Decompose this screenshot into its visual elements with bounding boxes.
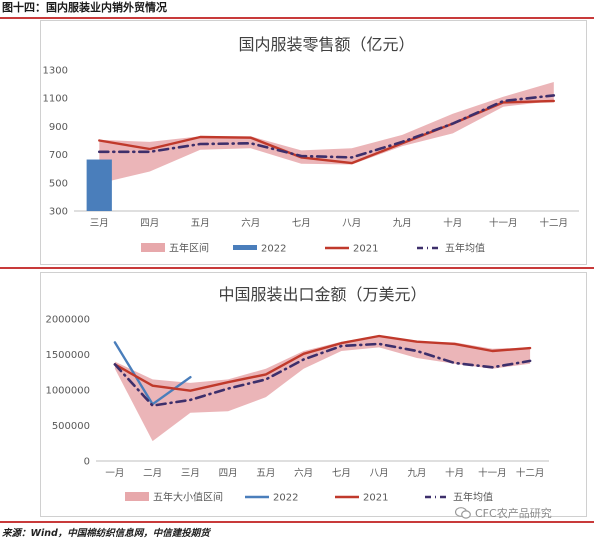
export-chart-panel: 中国服装出口金额（万美元） 0 500000 1000000 1500000 200000… xyxy=(40,272,587,517)
x-tick-label: 九月 xyxy=(407,467,426,479)
x-tick-label: 三月 xyxy=(181,468,200,479)
legend-label: 2021 xyxy=(363,493,388,504)
legend-label: 五年均值 xyxy=(453,491,493,504)
export-chart: 中国服装出口金额（万美元） 0 500000 1000000 1500000 200000… xyxy=(45,285,549,504)
x-tick-label: 六月 xyxy=(294,467,313,479)
x-tick-label: 七月 xyxy=(332,468,351,479)
x-tick-label: 五月 xyxy=(256,468,275,479)
legend-label: 五年区间 xyxy=(169,242,209,255)
x-tick-label: 十月 xyxy=(443,217,462,229)
y-tick-label: 1300 xyxy=(43,66,68,77)
y-tick-label: 1100 xyxy=(43,94,68,105)
retail-chart-panel: 国内服装零售额（亿元） 300 500 700 900 1100 1300 三月 四月 五月 六月 七… xyxy=(40,20,587,265)
legend-swatch-bar xyxy=(233,245,257,250)
x-tick-label: 十二月 xyxy=(539,217,568,229)
top-rule xyxy=(0,17,594,19)
x-tick-label: 二月 xyxy=(143,468,162,479)
middle-rule xyxy=(0,267,594,269)
band-area xyxy=(99,82,554,184)
x-tick-label: 三月 xyxy=(90,218,109,229)
chart-title: 中国服装出口金额（万美元） xyxy=(218,285,426,304)
figure-title: 图十四：国内服装业内销外贸情况 xyxy=(2,1,167,14)
x-tick-label: 四月 xyxy=(140,218,159,229)
y-tick-label: 1500000 xyxy=(45,350,90,361)
legend-label: 2022 xyxy=(261,244,286,255)
y-tick-label: 0 xyxy=(84,457,90,468)
y-tick-label: 500 xyxy=(49,178,68,189)
wechat-icon xyxy=(455,507,471,519)
watermark: CFC农产品研究 xyxy=(455,505,552,521)
x-tick-label: 八月 xyxy=(342,218,361,229)
x-tick-label: 五月 xyxy=(191,218,210,229)
y-tick-label: 900 xyxy=(49,122,68,133)
x-tick-label: 十一月 xyxy=(478,467,507,479)
series-line-avg xyxy=(113,342,532,407)
x-tick-label: 九月 xyxy=(393,217,412,229)
y-tick-label: 500000 xyxy=(52,421,90,432)
x-tick-label: 七月 xyxy=(292,218,311,229)
y-tick-label: 300 xyxy=(49,207,68,218)
x-tick-label: 四月 xyxy=(219,468,238,479)
x-tick-label: 十一月 xyxy=(489,217,518,229)
x-tick-label: 一月 xyxy=(105,468,124,479)
x-tick-label: 八月 xyxy=(370,468,389,479)
watermark-text: CFC农产品研究 xyxy=(475,507,552,520)
chart-title: 国内服装零售额（亿元） xyxy=(238,35,414,54)
source-note: 来源：Wind，中国棉纺织信息网，中信建投期货 xyxy=(2,528,210,539)
legend-label: 2022 xyxy=(273,493,298,504)
legend-label: 五年均值 xyxy=(445,242,485,255)
bottom-rule xyxy=(0,521,594,523)
series-line-avg xyxy=(98,94,556,159)
x-tick-label: 十月 xyxy=(445,467,464,479)
legend-swatch-band xyxy=(141,243,165,252)
y-tick-label: 1000000 xyxy=(45,386,90,397)
y-tick-label: 2000000 xyxy=(45,315,90,326)
y-tick-label: 700 xyxy=(49,150,68,161)
legend-swatch-band xyxy=(125,492,149,501)
legend-label: 2021 xyxy=(353,244,378,255)
legend-label: 五年大小值区间 xyxy=(153,491,223,504)
retail-chart: 国内服装零售额（亿元） 300 500 700 900 1100 1300 三月 四月 五月 六月 七… xyxy=(43,35,579,255)
series-line-2021 xyxy=(113,334,532,392)
x-tick-label: 六月 xyxy=(241,217,260,229)
bar-2022 xyxy=(86,159,112,211)
x-tick-label: 十二月 xyxy=(516,467,545,479)
